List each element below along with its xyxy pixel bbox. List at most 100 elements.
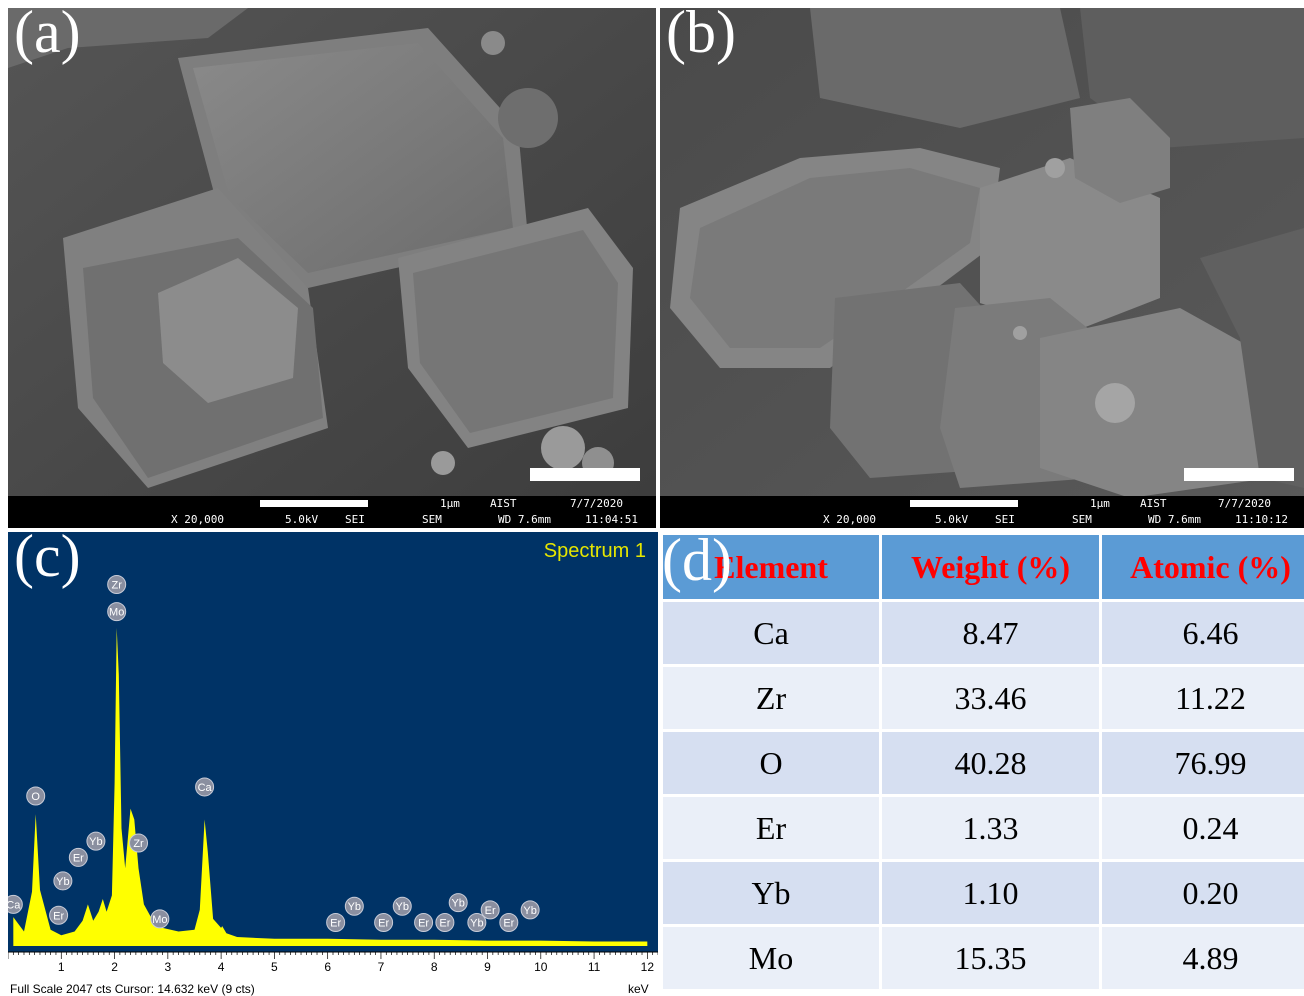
table-row: O 40.28 76.99 (660, 729, 1304, 797)
cell-atomic: 0.24 (1099, 794, 1304, 862)
cell-element: Zr (660, 664, 882, 732)
table-row: Yb 1.10 0.20 (660, 859, 1304, 927)
x-tick-label: 1 (58, 960, 65, 974)
peak-label: Zr (107, 574, 127, 594)
sem-micrograph-a (8, 8, 656, 528)
x-tick-label: 7 (378, 960, 385, 974)
composition-table-panel: Element Weight (%) Atomic (%) Ca 8.47 6.… (660, 532, 1304, 996)
cell-element: O (660, 729, 882, 797)
panel-label-c: (c) (14, 532, 81, 589)
info-scale-bar (260, 500, 368, 507)
svg-text:Yb: Yb (56, 876, 69, 888)
peak-label: Yb (53, 871, 73, 891)
cell-weight: 1.10 (879, 859, 1102, 927)
peak-label: Ca (8, 894, 23, 914)
table-row: Mo 15.35 4.89 (660, 924, 1304, 992)
cell-atomic: 6.46 (1099, 599, 1304, 667)
svg-text:Yb: Yb (523, 905, 536, 917)
kv-text: 5.0kV (285, 513, 319, 526)
peak-label: Er (414, 913, 434, 933)
cell-element: Yb (660, 859, 882, 927)
sem-info-bar: 1μm AIST 7/7/2020 X 20,000 5.0kV SEI SEM… (660, 496, 1304, 528)
cell-element: Ca (660, 599, 882, 667)
scale-bar (1184, 468, 1294, 481)
svg-text:Yb: Yb (348, 901, 361, 913)
wd-text: WD 7.6mm (1148, 513, 1201, 526)
scale-bar (530, 468, 640, 481)
x-tick-label: 5 (271, 960, 278, 974)
svg-text:Er: Er (503, 918, 514, 930)
sem-image-b: (b) 1μm AIST 7/7/2020 X 20,000 5.0kV SEI… (660, 8, 1304, 528)
peak-label: Er (435, 913, 455, 933)
peak-label: Yb (344, 896, 364, 916)
spectrum-plot-background (8, 532, 658, 952)
x-tick-label: 12 (641, 960, 655, 974)
peak-label: Er (480, 900, 500, 920)
svg-text:Zr: Zr (133, 838, 144, 850)
detector-text: SEI (345, 513, 365, 526)
svg-text:Yb: Yb (470, 918, 483, 930)
svg-text:Er: Er (485, 905, 496, 917)
svg-text:Yb: Yb (396, 901, 409, 913)
svg-text:O: O (31, 791, 40, 803)
cell-weight: 15.35 (879, 924, 1102, 992)
x-tick-label: 6 (324, 960, 331, 974)
svg-text:Er: Er (439, 918, 450, 930)
date-text: 7/7/2020 (1218, 497, 1271, 510)
cell-weight: 1.33 (879, 794, 1102, 862)
cell-element: Mo (660, 924, 882, 992)
sem-image-a: (a) 1μm AIST 7/7/2020 X 20,000 5.0kV SEI… (8, 8, 656, 528)
svg-text:Yb: Yb (451, 898, 464, 910)
org-text: AIST (1140, 497, 1167, 510)
x-axis-label: keV (628, 982, 649, 996)
svg-text:Er: Er (418, 918, 429, 930)
time-text: 11:04:51 (585, 513, 638, 526)
peak-label: Zr (129, 833, 149, 853)
table-row: Er 1.33 0.24 (660, 794, 1304, 862)
cell-weight: 8.47 (879, 599, 1102, 667)
scale-text: 1μm (440, 497, 460, 510)
x-tick-label: 11 (588, 960, 601, 974)
mode-text: SEM (422, 513, 442, 526)
spectrum-footer: Full Scale 2047 cts Cursor: 14.632 keV (… (10, 982, 255, 996)
peak-label: Ca (195, 777, 215, 797)
peak-label: Er (374, 913, 394, 933)
cell-atomic: 4.89 (1099, 924, 1304, 992)
peak-label: Yb (392, 896, 412, 916)
x-tick-label: 8 (431, 960, 438, 974)
cell-atomic: 76.99 (1099, 729, 1304, 797)
table-row: Zr 33.46 11.22 (660, 664, 1304, 732)
x-tick-label: 10 (534, 960, 548, 974)
panel-label-b: (b) (666, 8, 736, 65)
cell-weight: 33.46 (879, 664, 1102, 732)
x-tick-label: 4 (218, 960, 225, 974)
header-element: Element (660, 532, 882, 602)
svg-text:Er: Er (330, 918, 341, 930)
sem-info-bar: 1μm AIST 7/7/2020 X 20,000 5.0kV SEI SEM… (8, 496, 656, 528)
time-text: 11:10:12 (1235, 513, 1288, 526)
mode-text: SEM (1072, 513, 1092, 526)
cell-atomic: 11.22 (1099, 664, 1304, 732)
detector-text: SEI (995, 513, 1015, 526)
header-weight: Weight (%) (879, 532, 1102, 602)
kv-text: 5.0kV (935, 513, 969, 526)
table-row: Ca 8.47 6.46 (660, 599, 1304, 667)
wd-text: WD 7.6mm (498, 513, 551, 526)
x-axis-strip (8, 952, 658, 980)
peak-label: Yb (86, 831, 106, 851)
peak-label: Er (499, 913, 519, 933)
x-tick-label: 2 (111, 960, 118, 974)
peak-label: O (26, 786, 46, 806)
header-atomic: Atomic (%) (1099, 532, 1304, 602)
svg-text:Yb: Yb (89, 836, 102, 848)
peak-label: Yb (520, 900, 540, 920)
svg-text:Er: Er (53, 910, 64, 922)
panel-label-a: (a) (14, 8, 81, 65)
svg-text:Mo: Mo (152, 914, 167, 926)
svg-text:Er: Er (73, 852, 84, 864)
svg-text:Er: Er (378, 918, 389, 930)
peak-label: Mo (150, 909, 170, 929)
spectrum-title: Spectrum 1 (543, 540, 646, 562)
peak-label: Mo (107, 602, 127, 622)
